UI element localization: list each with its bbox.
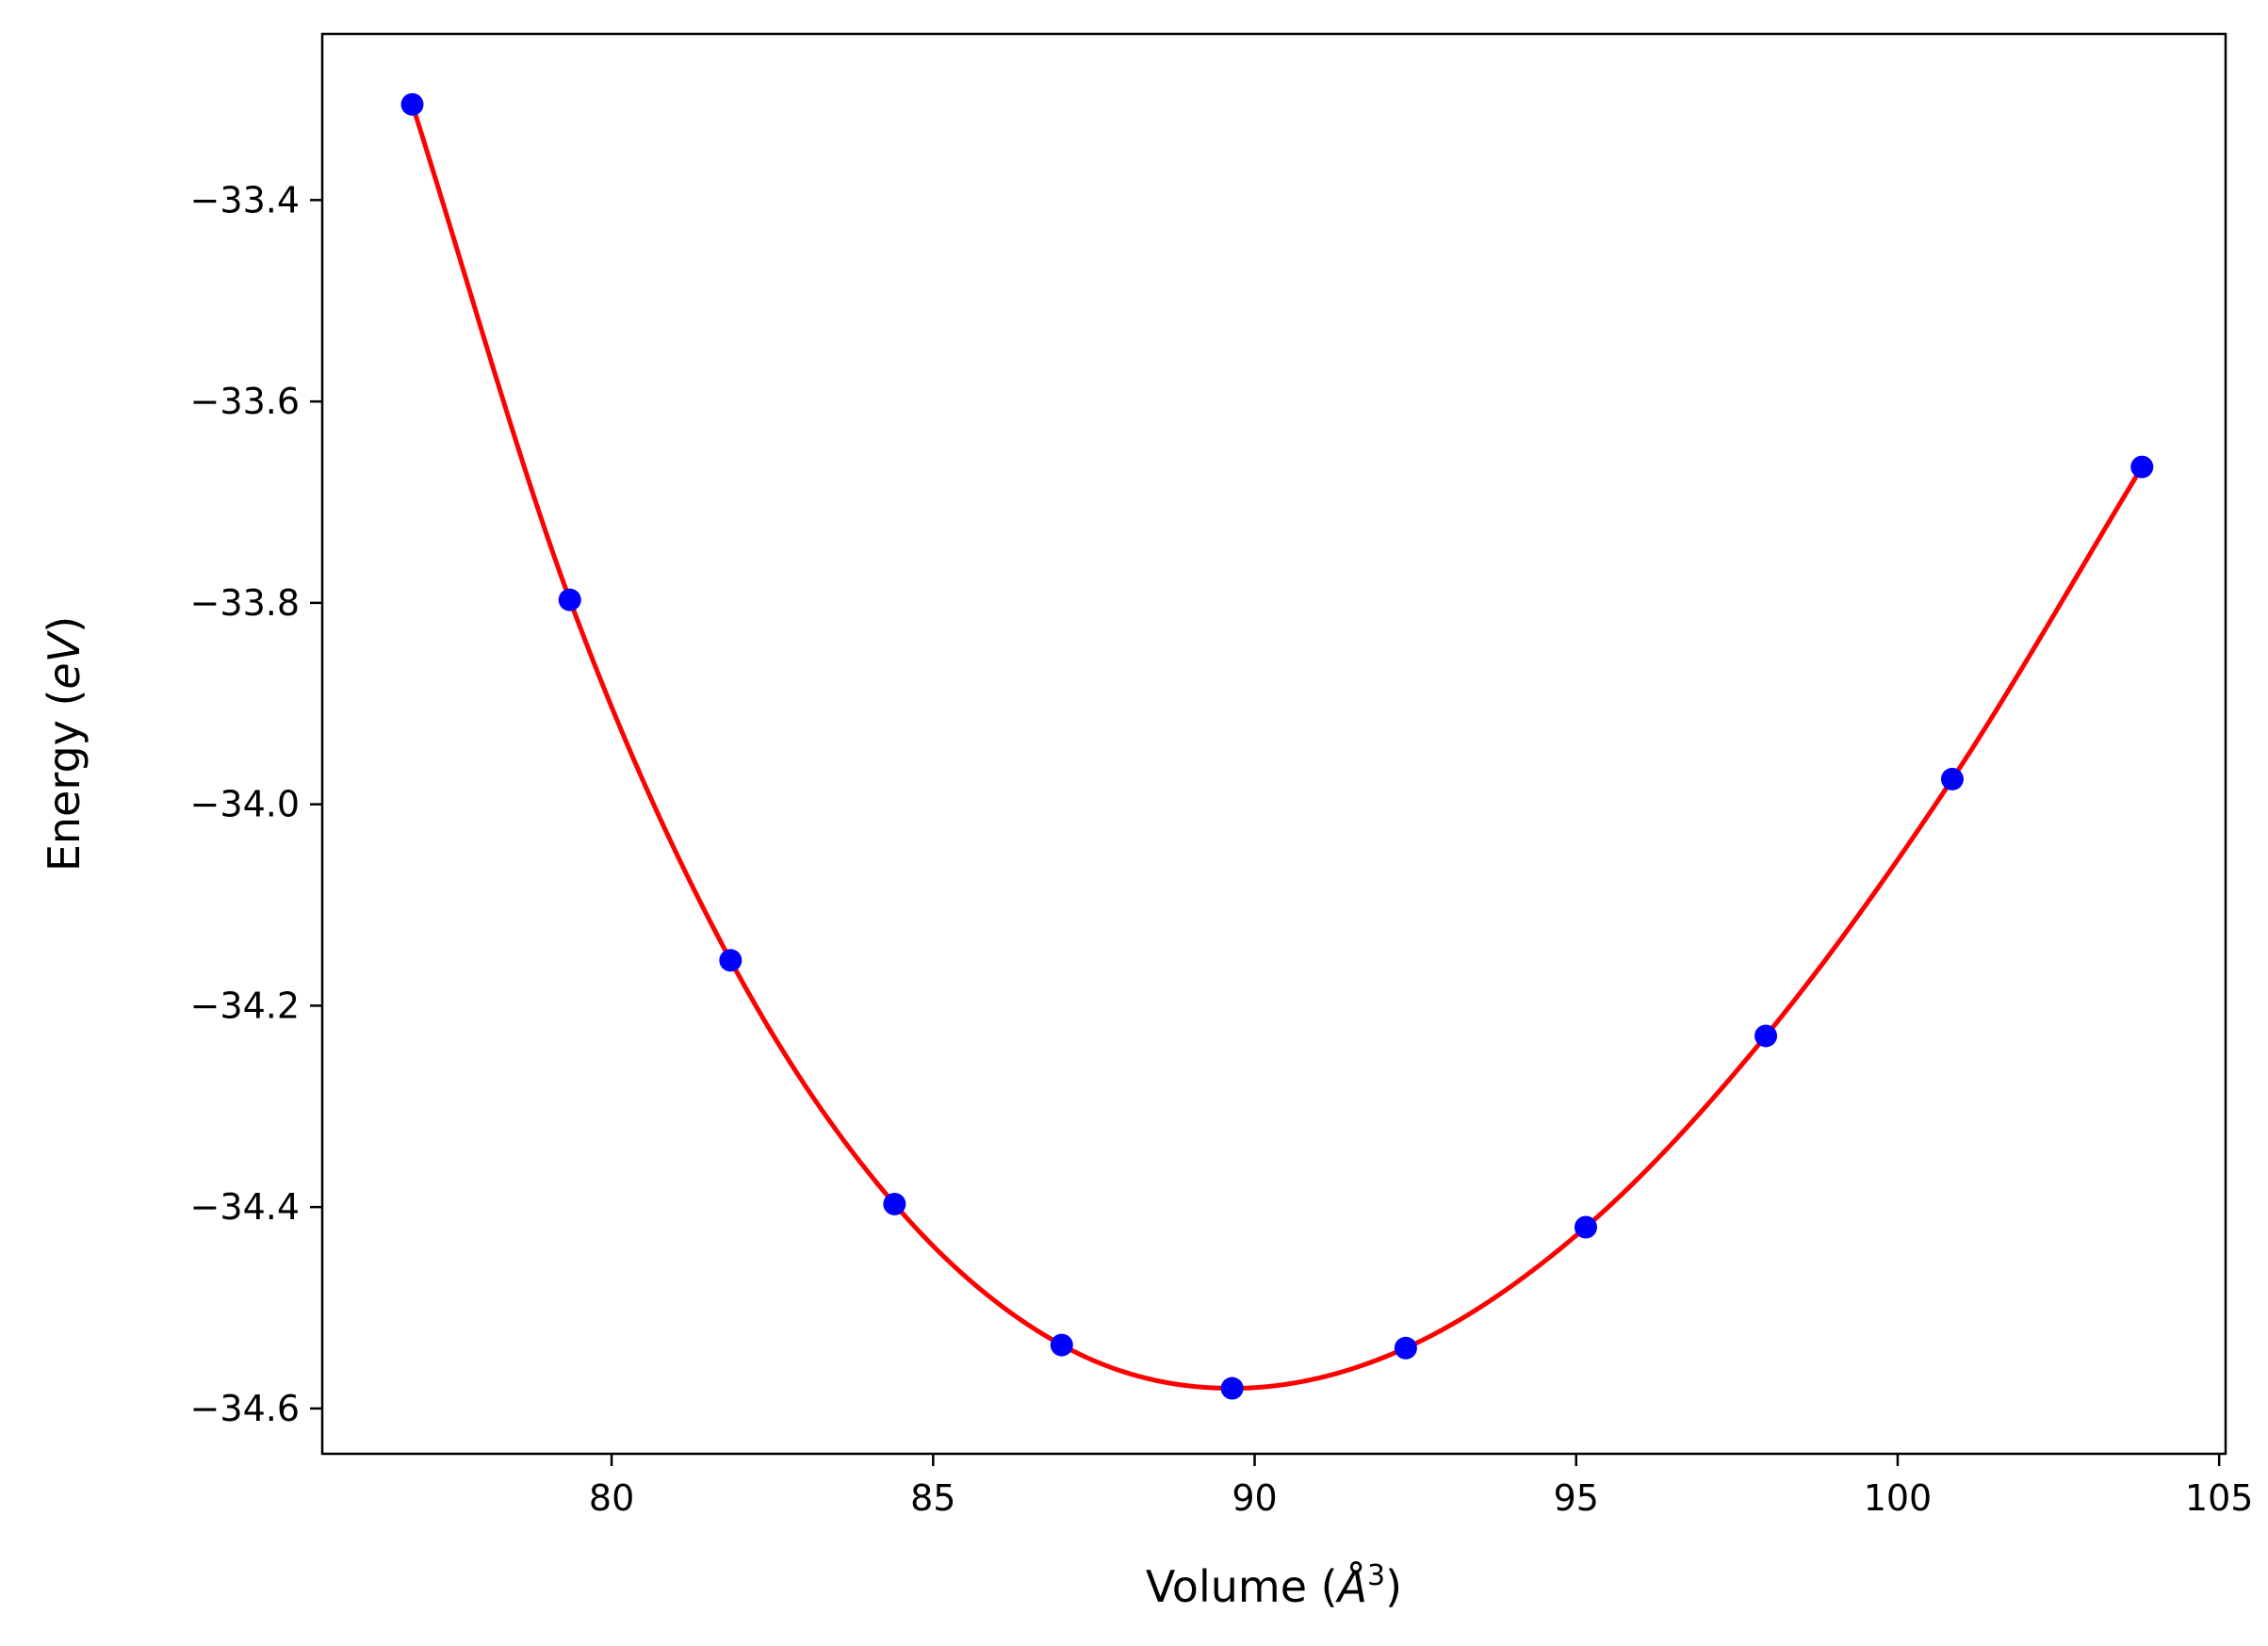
data-point	[1394, 1336, 1417, 1360]
data-point	[719, 949, 742, 972]
ticks: 80 85 90 95 100 105 −34.6 −34.4 −34.2 −34.0 −33.8 −…	[190, 179, 2254, 1519]
y-tick-label: −33.8	[190, 582, 300, 624]
data-point	[400, 92, 424, 116]
y-tick-label: −34.6	[190, 1388, 300, 1429]
fit-curve	[410, 104, 2145, 1392]
x-axis-title: Volume (Å3)	[1146, 1559, 1402, 1612]
y-tick-label: −34.2	[190, 985, 300, 1026]
x-tick-label: 100	[1864, 1477, 1933, 1519]
y-tick-label: −33.4	[190, 179, 300, 220]
x-tick-label: 90	[1232, 1477, 1277, 1519]
data-point	[883, 1192, 906, 1215]
y-tick-label: −33.6	[190, 381, 300, 422]
axis-titles: Volume (Å3) Energy (eV)	[39, 616, 1402, 1612]
x-tick-label: 85	[910, 1477, 955, 1519]
data-point	[558, 588, 581, 611]
data-point	[1050, 1333, 1073, 1357]
data-point	[2130, 455, 2154, 479]
data-point	[1220, 1377, 1244, 1400]
data-point	[1574, 1215, 1597, 1239]
plot-frame	[320, 32, 2227, 1456]
x-tick-label: 95	[1554, 1477, 1599, 1519]
y-axis-title: Energy (eV)	[39, 616, 90, 872]
y-tick-label: −34.4	[190, 1186, 300, 1228]
y-tick-label: −34.0	[190, 784, 300, 825]
plot-area	[320, 32, 2227, 1456]
data-point	[1754, 1024, 1778, 1048]
data-point	[1940, 767, 1964, 790]
x-tick-label: 105	[2185, 1477, 2254, 1519]
x-tick-label: 80	[589, 1477, 634, 1519]
